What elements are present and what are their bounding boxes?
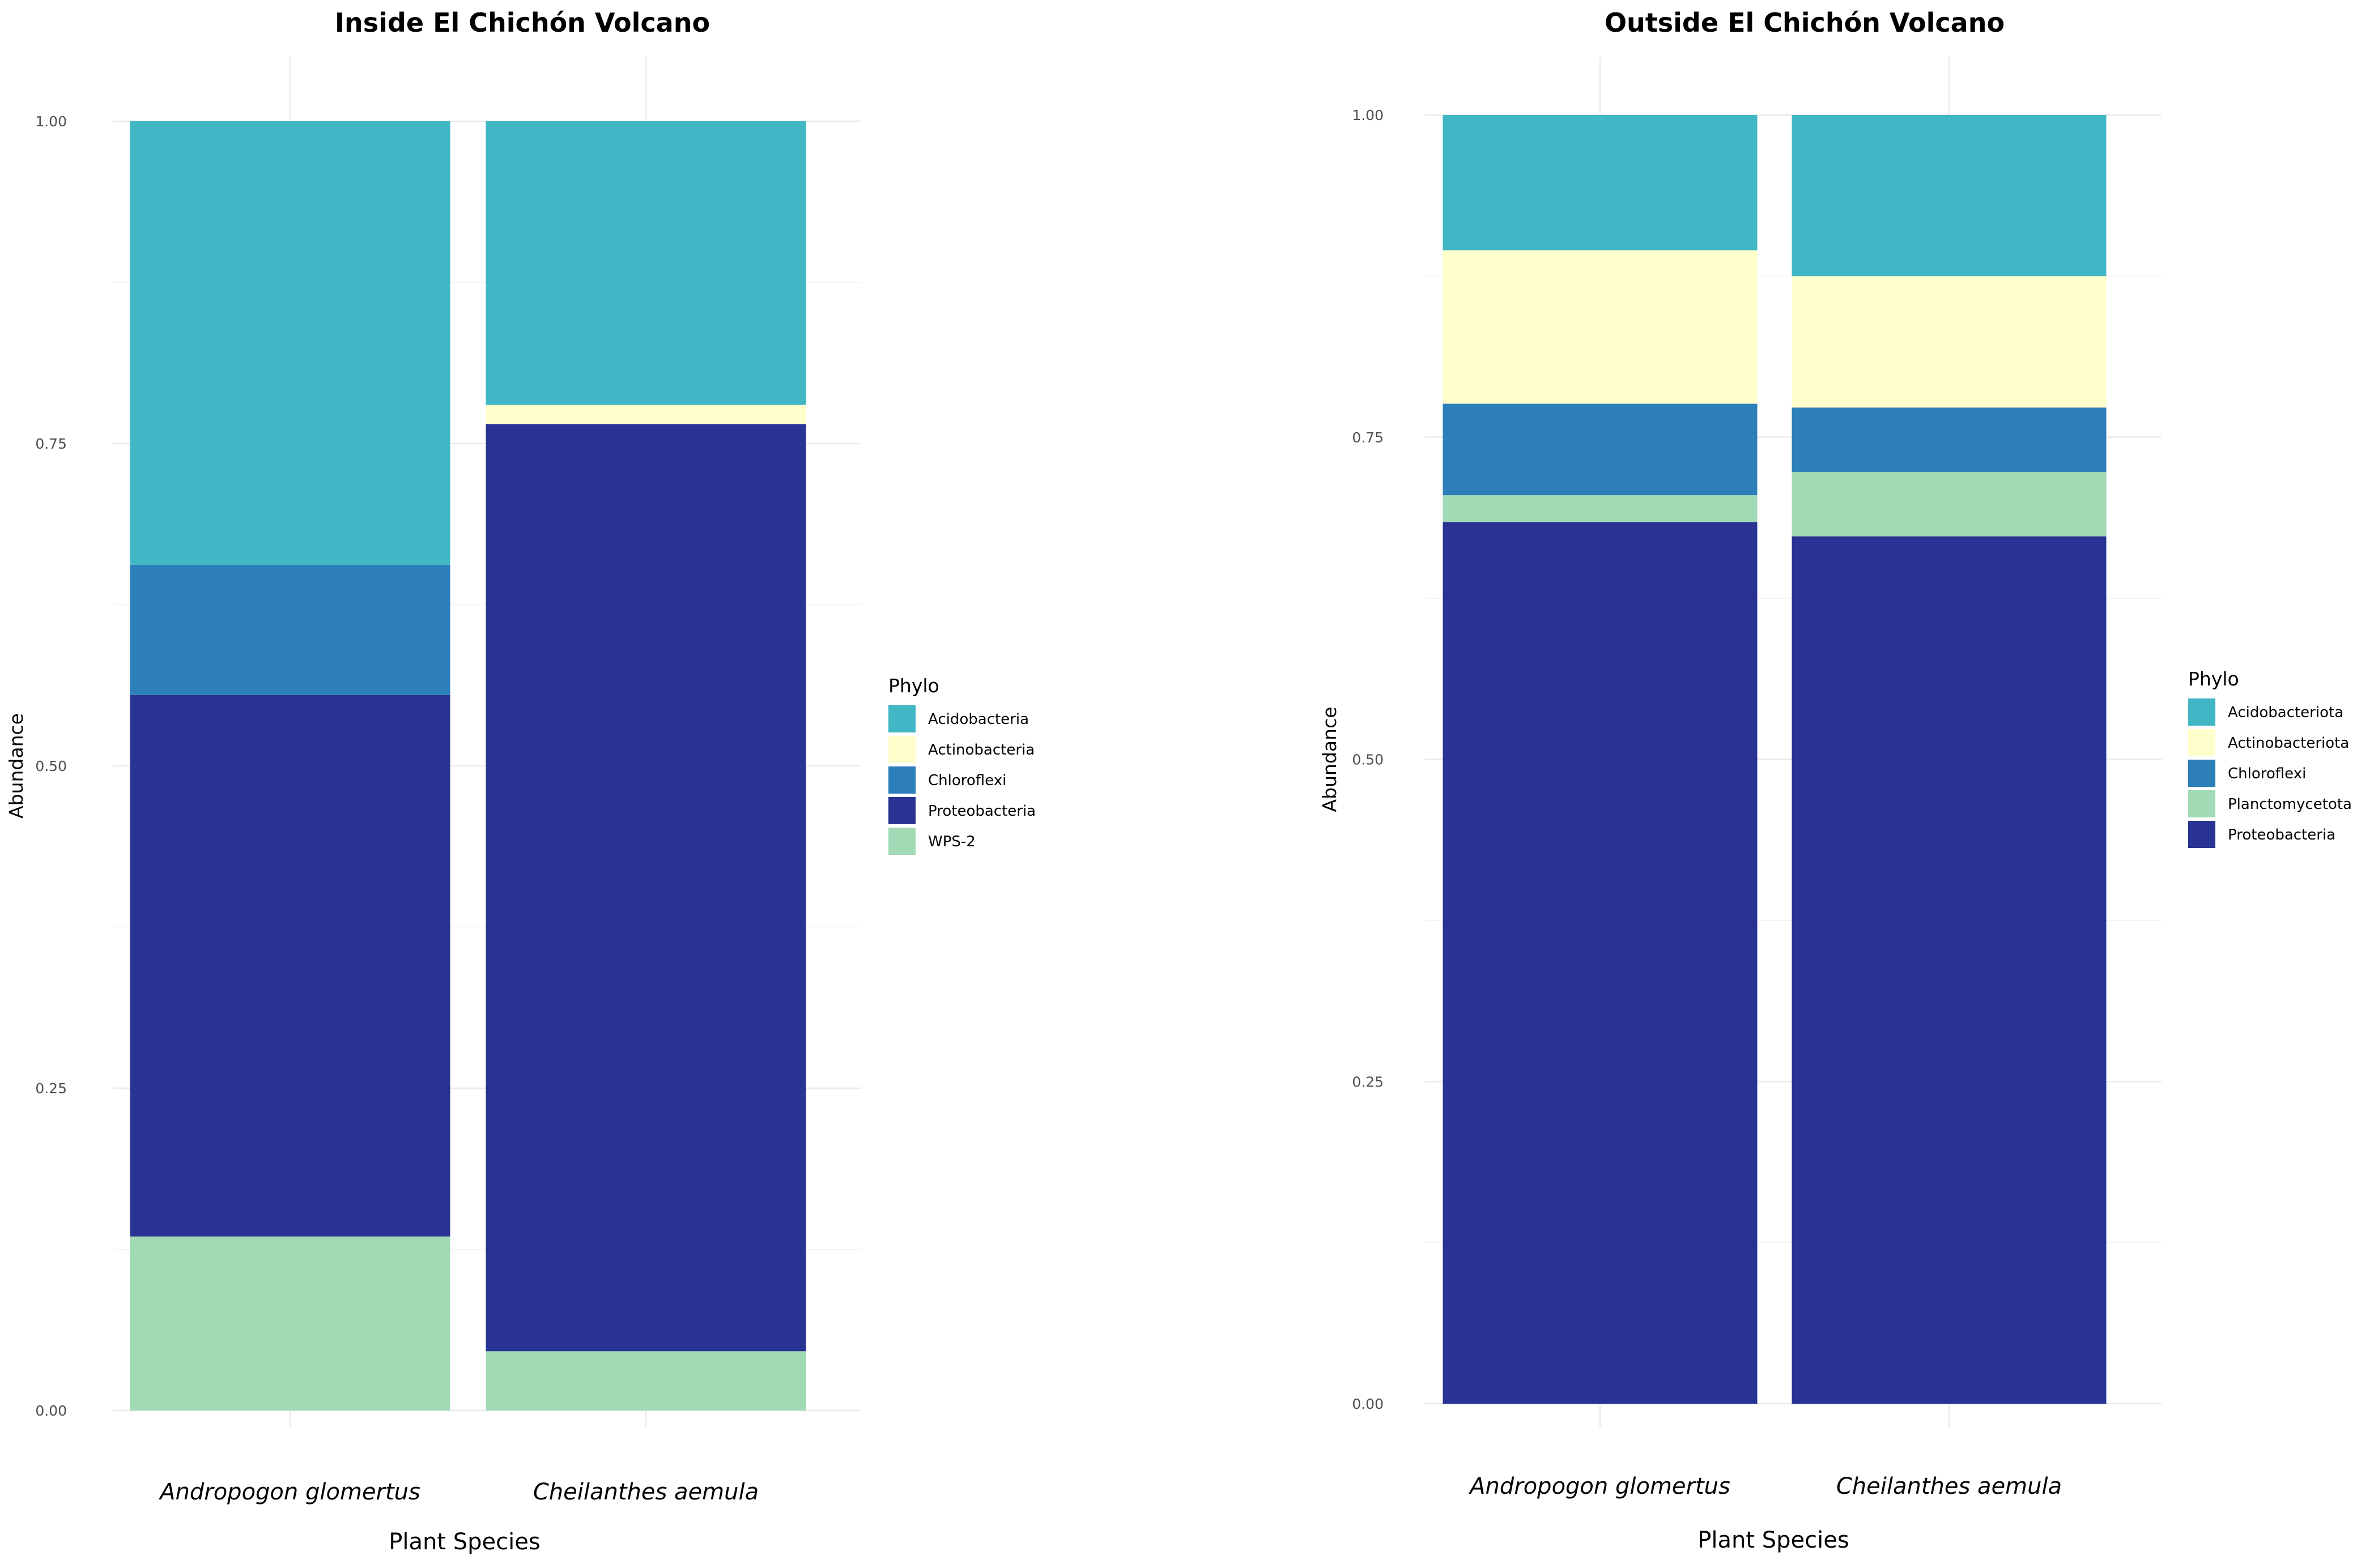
bar-segment-acidobacteriota: [1443, 115, 1758, 250]
legend-label: Acidobacteriota: [2228, 704, 2343, 721]
legend-label: WPS-2: [928, 833, 976, 850]
x-tick-label: Andropogon glomertus: [158, 1479, 420, 1505]
bar-segment-actinobacteriota: [1443, 250, 1758, 404]
bar-segment-proteobacteria: [130, 694, 450, 1237]
x-tick-label: Cheilanthes aemula: [533, 1479, 759, 1505]
bar-segment-proteobacteria: [1443, 522, 1758, 1404]
legend-swatch: [2188, 698, 2215, 726]
legend-label: Proteobacteria: [928, 803, 1036, 820]
y-tick-label: 0.25: [1352, 1073, 1384, 1090]
legend-swatch: [2188, 821, 2215, 848]
y-tick-label: 1.00: [1352, 107, 1384, 123]
legend-swatch: [2188, 790, 2215, 817]
legend-label: Chloroflexi: [928, 772, 1006, 789]
legend-label: Actinobacteriota: [2228, 735, 2349, 752]
legend: Phylo Acidobacteria Actinobacteria Chlorofl…: [888, 675, 1036, 855]
x-tick-label: Andropogon glomertus: [1468, 1473, 1730, 1499]
bar-segment-acidobacteria: [130, 121, 450, 565]
bar-segment-actinobacteriota: [1792, 276, 2107, 408]
y-tick-label: 1.00: [35, 113, 67, 130]
legend-label: Proteobacteria: [2228, 826, 2335, 843]
y-tick-label: 0.00: [1352, 1396, 1384, 1412]
legend-swatch: [2188, 729, 2215, 756]
chart-panel-1: 0.00 0.25 0.50 0.75 1.00 Andropogon glomertus…: [5, 7, 1036, 1555]
legend-label: Acidobacteria: [928, 711, 1029, 728]
x-axis-label: Plant Species: [389, 1529, 540, 1555]
legend-swatch: [888, 797, 916, 824]
legend-label: Actinobacteria: [928, 742, 1035, 759]
bar-segment-planctomycetota: [1443, 495, 1758, 522]
legend-swatch: [888, 736, 916, 763]
bar-segment-proteobacteria: [486, 424, 806, 1352]
chart-panel-2: 0.00 0.25 0.50 0.75 1.00 Andropogon glomertus…: [1318, 7, 2352, 1553]
y-tick-label: 0.75: [1352, 429, 1384, 446]
bar-segment-acidobacteria: [486, 121, 806, 405]
legend-swatch: [888, 705, 916, 732]
legend-label: Planctomycetota: [2228, 796, 2352, 813]
x-tick-label: Cheilanthes aemula: [1836, 1473, 2062, 1499]
bar-segment-proteobacteria: [1792, 536, 2107, 1404]
x-axis-label: Plant Species: [1697, 1527, 1849, 1553]
legend-label: Chloroflexi: [2228, 765, 2306, 782]
bar-segment-wps-2: [130, 1236, 450, 1411]
y-tick-label: 0.00: [35, 1403, 67, 1419]
legend-swatch: [888, 828, 916, 855]
bar-segment-chloroflexi: [1792, 407, 2107, 472]
y-tick-label: 0.75: [35, 436, 67, 452]
legend-swatch: [888, 766, 916, 794]
legend-title: Phylo: [888, 675, 939, 697]
chart-title: Inside El Chichón Volcano: [335, 7, 710, 38]
y-tick-label: 0.50: [1352, 752, 1384, 768]
bar-segment-wps-2: [486, 1351, 806, 1411]
chart-title: Outside El Chichón Volcano: [1605, 7, 2005, 38]
y-axis-label: Abundance: [5, 713, 27, 819]
y-tick-label: 0.25: [35, 1080, 67, 1097]
bar-segment-planctomycetota: [1792, 472, 2107, 536]
bar-segment-chloroflexi: [1443, 403, 1758, 496]
bar-segment-acidobacteriota: [1792, 115, 2107, 276]
bar-segment-actinobacteria: [486, 404, 806, 424]
legend: Phylo Acidobacteriota Actinobacteriota Chlo…: [2188, 668, 2352, 848]
y-axis-label: Abundance: [1318, 707, 1341, 812]
y-tick-label: 0.50: [35, 758, 67, 774]
legend-swatch: [2188, 760, 2215, 787]
bar-segment-chloroflexi: [130, 564, 450, 695]
legend-title: Phylo: [2188, 668, 2239, 690]
